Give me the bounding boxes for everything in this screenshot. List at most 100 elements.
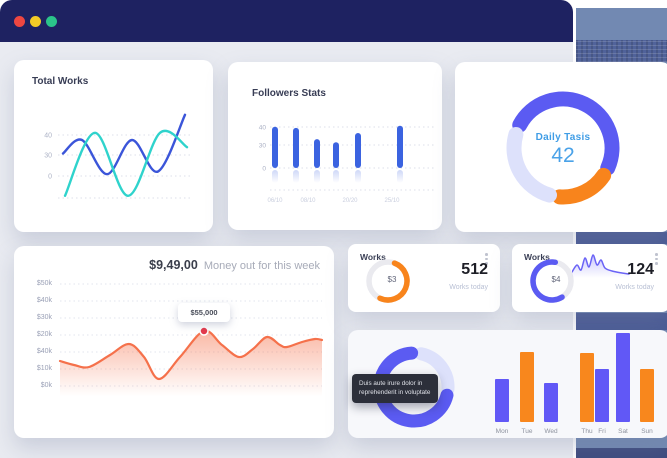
y-tick-label: 0 [262, 166, 266, 173]
donut-center-label: Daily Tasis [535, 132, 591, 143]
window-close-button[interactable] [14, 15, 25, 27]
y-axis-label: $0k [40, 382, 52, 389]
background-bottom-band [576, 448, 667, 458]
bar [397, 125, 403, 168]
bar-reflection [333, 170, 339, 183]
gauge-arc [530, 259, 565, 303]
y-axis-label: $40k [36, 348, 52, 355]
total-works-line-chart: 40 30 0 [44, 113, 190, 199]
followers-bar-chart: 40 30 0 06/10 08/10 20/20 25/10 [259, 125, 434, 204]
weekly-bar-chart: Mon Tue Wed Thu Fri Sat Sun [495, 333, 654, 435]
day-label: Sun [641, 428, 653, 435]
bar-Mon [495, 379, 509, 422]
bar [293, 127, 299, 168]
bar-reflection [272, 170, 278, 183]
bar-reflection [314, 170, 320, 183]
bar [355, 132, 361, 168]
x-tick-label: 08/10 [300, 198, 316, 204]
x-tick-label: 25/10 [384, 198, 400, 204]
bar [272, 126, 278, 168]
works-gauge-chart [366, 259, 410, 303]
donut-segment-tertiary [506, 126, 557, 203]
donut-segment-remainder [414, 347, 455, 396]
donut-tooltip: Duis aute irure dolor in reprehenderit i… [352, 374, 438, 403]
donut-segment-primary [373, 346, 454, 428]
bar-reflection [397, 170, 403, 183]
more-options-icon[interactable] [485, 253, 488, 267]
window-minimize-button[interactable] [30, 15, 41, 27]
background-dark-band [576, 313, 667, 330]
works-sparkline [572, 254, 630, 278]
area-fill [60, 330, 322, 400]
followers-stats-card: Followers Stats 40 30 0 06/10 08/10 20/20 25/1… [228, 62, 442, 230]
works-card-a: Works $3 512 Works today [348, 244, 500, 312]
chart-tooltip: $55,000 [178, 303, 230, 322]
window-maximize-button[interactable] [46, 15, 57, 27]
day-label: Fri [598, 428, 606, 435]
donut-segment-secondary [552, 167, 612, 205]
bar [314, 139, 320, 168]
background-dark-band [576, 232, 667, 244]
gauge-center-value: $4 [551, 275, 561, 284]
sparkline [572, 254, 630, 275]
daily-tasks-card: Daily Tasis 42 [455, 62, 667, 232]
works-gauge-chart [530, 259, 574, 303]
bar-Fri [595, 369, 609, 422]
donut-center-value: 42 [551, 144, 575, 167]
works-count: 124 [627, 261, 654, 278]
window-titlebar [0, 0, 573, 42]
y-axis-label: $30k [36, 314, 52, 321]
weekly-donut-chart [373, 346, 455, 428]
works-count-label: Works today [449, 284, 488, 291]
day-label: Wed [544, 428, 558, 435]
y-axis-label: $50k [36, 280, 52, 287]
day-label: Thu [581, 428, 593, 435]
works-card-b: Works $4 124 Works today [512, 244, 667, 312]
bar-reflection [355, 170, 361, 183]
y-tick-label: 40 [44, 133, 52, 140]
y-tick-label: 30 [259, 143, 267, 150]
weekly-overview-card: Duis aute irure dolor in reprehenderit i… [348, 330, 667, 438]
works-count-label: Works today [615, 284, 654, 291]
x-tick-label: 06/10 [267, 198, 283, 204]
bar-Tue [520, 352, 534, 422]
y-tick-label: 40 [259, 125, 267, 132]
card-title: Works [524, 252, 550, 262]
day-label: Tue [522, 428, 533, 435]
total-works-card: Total Works 40 30 0 [14, 60, 213, 232]
line-series-teal [63, 129, 189, 198]
bar-Wed [544, 383, 558, 422]
y-tick-label: 30 [44, 153, 52, 160]
y-axis-label: $20k [36, 331, 52, 338]
donut-segment-primary [512, 91, 620, 176]
money-amount: $9,49,00 [149, 258, 198, 272]
bar-Thu [580, 353, 594, 422]
card-header: $9,49,00 Money out for this week [149, 258, 320, 272]
works-count: 512 [461, 261, 488, 278]
line-series-blue [61, 113, 187, 176]
card-title: Total Works [32, 76, 89, 87]
day-label: Mon [496, 428, 509, 435]
daily-tasks-donut-chart [506, 91, 620, 205]
y-axis-label: $40k [36, 297, 52, 304]
card-title: Works [360, 252, 386, 262]
money-label: Money out for this week [203, 260, 320, 272]
money-out-card: $9,49,00 Money out for this week $50k $40… [14, 246, 334, 438]
bar-Sat [616, 333, 630, 422]
more-options-icon[interactable] [655, 253, 658, 267]
money-area-chart [58, 283, 324, 400]
y-tick-label: 0 [48, 174, 52, 181]
background-texture-band [576, 40, 667, 62]
gauge-center-value: $3 [387, 275, 397, 284]
bar-Sun [640, 369, 654, 422]
y-axis-label: $10k [36, 365, 52, 372]
card-title: Followers Stats [252, 88, 326, 99]
day-label: Sat [618, 428, 628, 435]
data-point-marker [199, 326, 209, 336]
x-tick-label: 20/20 [342, 198, 358, 204]
bar [333, 142, 339, 168]
area-line [58, 329, 324, 381]
bar-reflection [293, 170, 299, 183]
gauge-arc [377, 260, 410, 303]
